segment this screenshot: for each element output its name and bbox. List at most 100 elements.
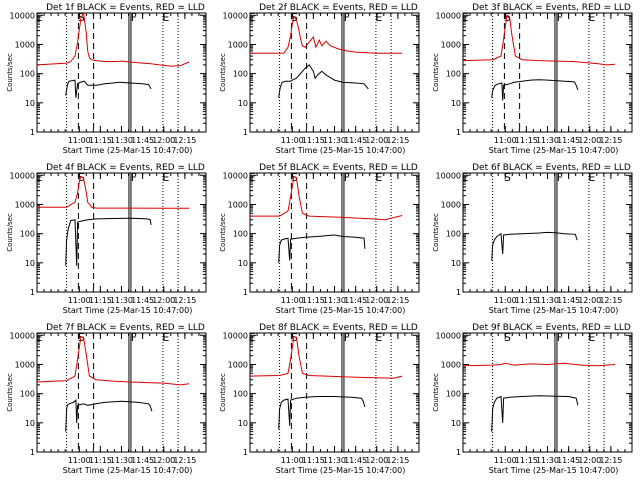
chart-panel: Det 9f BLACK = Events, RED = LLD Counts/s… [432,323,633,475]
marker-letter: F [557,331,563,344]
marker-letter: E [462,171,469,184]
x-axis-label: Start Time (25-Mar-15 10:47:00) [489,466,619,475]
marker-letter: E [36,331,43,344]
y-axis-label: Counts/sec [432,213,440,252]
marker-letter: F [344,331,350,344]
y-tick-label: 10000 [223,171,248,180]
events-series-line [491,395,579,432]
y-tick-label: 10000 [223,11,248,20]
x-tick-label: 12:00 [578,136,601,145]
chart-panel: Det 5f BLACK = Events, RED = LLD Counts/s… [219,163,420,315]
y-tick-label: 10000 [223,331,248,340]
lld-series-line [36,11,190,67]
events-series-line [278,396,366,430]
marker-letter: S [291,331,298,344]
x-tick-label: 12:00 [578,456,601,465]
x-axis-label: Start Time (25-Mar-15 10:47:00) [63,146,193,155]
y-tick-label: 1 [456,128,461,137]
plot-frame [36,12,207,133]
events-series-line [65,79,152,98]
x-tick-label: 12:00 [152,456,175,465]
chart-title: Det 6f BLACK = Events, RED = LLD [472,163,631,173]
events-series-line [65,399,153,432]
x-axis-label: Start Time (25-Mar-15 10:47:00) [276,146,406,155]
x-tick-label: 12:00 [152,136,175,145]
y-tick-label: 100 [446,390,461,399]
chart-panel: Det 8f BLACK = Events, RED = LLD Counts/s… [219,323,420,475]
y-tick-label: 10000 [10,331,35,340]
chart-title: Det 8f BLACK = Events, RED = LLD [259,323,418,333]
x-tick-label: 11:45 [557,296,580,305]
x-tick-label: 11:45 [131,136,154,145]
y-tick-label: 10 [451,259,461,268]
marker-letter: E [36,171,43,184]
chart-title: Det 4f BLACK = Events, RED = LLD [46,163,205,173]
lld-series-line [37,175,190,209]
x-tick-label: 11:30 [110,296,133,305]
marker-letter: E [588,171,595,184]
marker-letter: S [504,171,511,184]
marker-letter: F [344,171,350,184]
y-tick-label: 10000 [436,171,461,180]
x-tick-label: 12:15 [599,136,622,145]
lld-series-line [250,175,403,221]
y-axis-label: Counts/sec [432,373,440,412]
marker-letter: S [504,11,511,24]
y-tick-label: 10 [238,99,248,108]
y-axis-label: Counts/sec [6,213,14,252]
marker-letter: S [78,171,85,184]
y-tick-label: 10 [238,419,248,428]
x-tick-label: 11:15 [515,136,538,145]
marker-letter: E [162,171,169,184]
x-tick-label: 12:00 [578,296,601,305]
y-tick-label: 100 [20,230,35,239]
y-tick-label: 1000 [228,360,248,369]
chart-panel: Det 1f BLACK = Events, RED = LLD Counts/s… [6,3,207,155]
x-tick-label: 12:15 [173,136,196,145]
marker-letter: F [557,171,563,184]
x-axis-label: Start Time (25-Mar-15 10:47:00) [276,306,406,315]
lld-series-line [36,335,190,386]
x-tick-label: 11:00 [494,296,517,305]
y-tick-label: 1000 [441,360,461,369]
y-tick-label: 100 [233,230,248,239]
x-tick-label: 11:45 [131,456,154,465]
marker-letter: S [78,331,85,344]
x-tick-label: 11:30 [110,136,133,145]
marker-letter: E [162,11,169,24]
y-tick-label: 1 [456,448,461,457]
chart-panel: Det 7f BLACK = Events, RED = LLD Counts/s… [6,323,207,475]
y-tick-label: 1 [30,288,35,297]
x-tick-label: 11:15 [515,456,538,465]
x-axis-label: Start Time (25-Mar-15 10:47:00) [276,466,406,475]
plot-frame [36,172,207,293]
y-axis-label: Counts/sec [219,373,227,412]
x-tick-label: 11:15 [302,456,325,465]
x-tick-label: 11:00 [68,136,91,145]
chart-title: Det 7f BLACK = Events, RED = LLD [46,323,205,333]
y-tick-label: 10 [25,419,35,428]
lld-series-line [250,15,403,54]
y-axis-label: Counts/sec [219,213,227,252]
x-tick-label: 12:00 [152,296,175,305]
y-tick-label: 1 [243,448,248,457]
x-tick-label: 11:00 [494,136,517,145]
y-tick-label: 100 [446,230,461,239]
events-series-line [491,79,579,101]
x-tick-label: 11:45 [344,456,367,465]
x-tick-label: 11:00 [68,456,91,465]
x-tick-label: 12:15 [386,136,409,145]
x-tick-label: 11:45 [557,136,580,145]
marker-letter: S [504,331,511,344]
x-tick-label: 11:15 [302,136,325,145]
marker-letter: E [162,331,169,344]
y-tick-label: 10000 [436,331,461,340]
x-tick-label: 11:45 [557,456,580,465]
plot-frame [36,332,207,453]
x-tick-label: 11:30 [110,456,133,465]
y-axis-label: Counts/sec [432,53,440,92]
x-tick-label: 12:15 [386,296,409,305]
y-tick-label: 100 [446,70,461,79]
y-tick-label: 100 [20,70,35,79]
